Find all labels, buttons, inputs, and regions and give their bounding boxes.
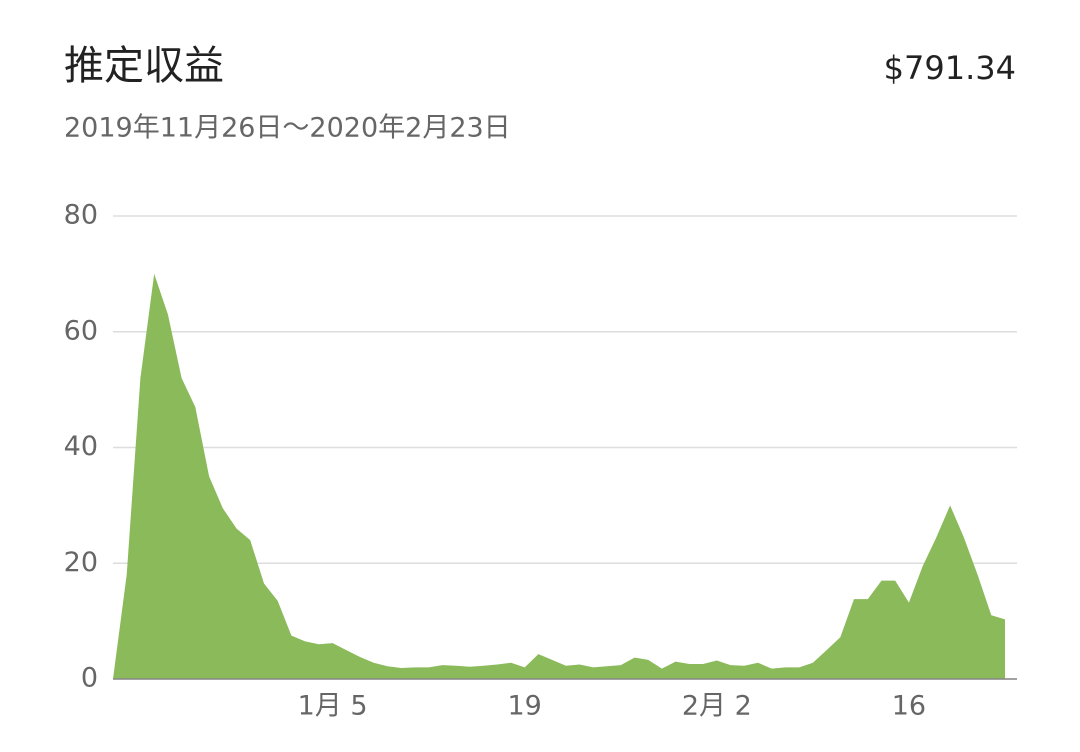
x-tick-label: 1月 5 (298, 691, 368, 722)
y-tick-label: 40 (64, 431, 98, 462)
y-tick-label: 60 (64, 315, 98, 346)
y-tick-label: 80 (64, 200, 98, 231)
x-tick-label: 16 (892, 691, 926, 722)
total-amount: $791.34 (884, 49, 1016, 87)
area (113, 273, 1005, 679)
x-tick-label: 19 (508, 691, 542, 722)
y-tick-label: 0 (81, 663, 98, 694)
date-range: 2019年11月26日〜2020年2月23日 (64, 113, 511, 144)
chart-title: 推定収益 (64, 43, 224, 89)
y-tick-label: 20 (64, 547, 98, 578)
x-tick-label: 2月 2 (682, 691, 752, 722)
